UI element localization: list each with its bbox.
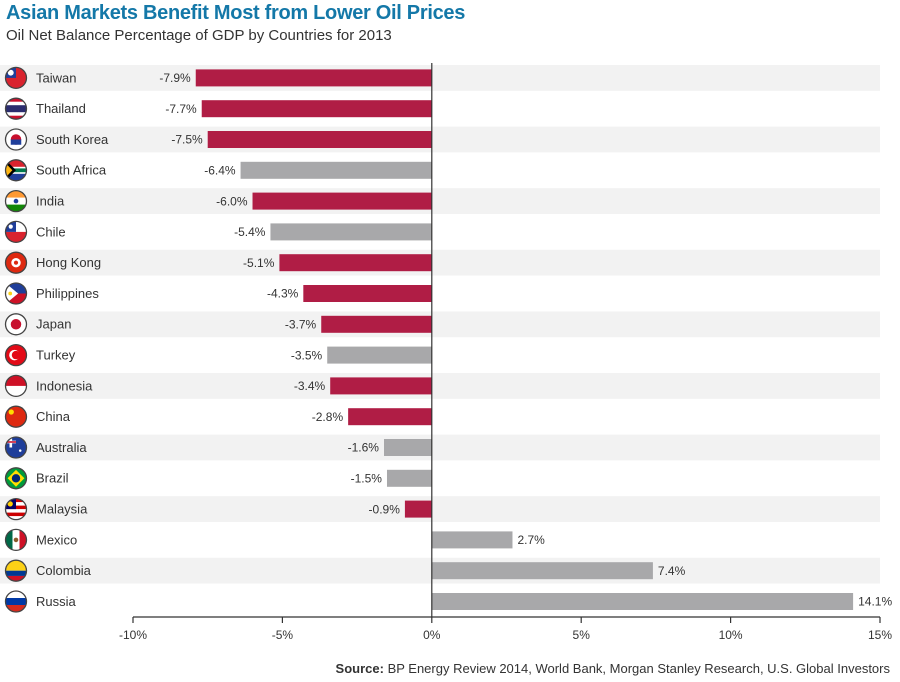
row-stripe [0, 249, 880, 276]
value-label: 14.1% [858, 595, 892, 609]
hong-kong-flag-icon [4, 251, 28, 274]
thailand-flag-icon [4, 97, 28, 120]
south-korea-flag-icon [4, 128, 28, 151]
india-flag-icon [4, 189, 28, 213]
category-label: Colombia [36, 563, 92, 578]
category-label: Australia [36, 440, 87, 455]
russia-flag-icon [4, 590, 28, 613]
value-label: -3.5% [291, 348, 323, 362]
china-flag-icon [4, 405, 28, 428]
south-africa-flag-icon [4, 159, 28, 182]
mexico-flag-icon [4, 528, 28, 552]
bar-chile [270, 223, 432, 241]
bar-turkey [327, 346, 432, 364]
x-tick-label: -10% [119, 628, 147, 642]
bar-russia [431, 593, 854, 610]
x-tick-label: 15% [868, 628, 892, 642]
bar-philippines [303, 285, 432, 302]
row-stripe [0, 496, 880, 522]
value-label: -4.3% [267, 287, 299, 301]
indonesia-flag-icon [4, 374, 28, 398]
bar-south-korea [207, 131, 432, 148]
category-label: Mexico [36, 532, 77, 547]
value-label: -5.4% [234, 225, 266, 239]
x-tick-label: -5% [272, 628, 294, 642]
row-stripe [0, 188, 880, 214]
category-label: Taiwan [36, 70, 76, 85]
value-label: -6.0% [216, 194, 248, 208]
turkey-flag-icon [4, 343, 28, 367]
bar-malaysia [404, 500, 432, 518]
taiwan-flag-icon [4, 66, 28, 90]
value-label: 7.4% [658, 564, 686, 578]
category-label: South Africa [36, 163, 107, 178]
chart-subtitle: Oil Net Balance Percentage of GDP by Cou… [6, 27, 392, 44]
philippines-flag-icon [4, 282, 28, 305]
bar-australia [383, 439, 432, 456]
bar-china [348, 408, 432, 426]
row-stripe [0, 434, 880, 461]
chile-flag-icon [4, 220, 28, 244]
x-tick-label: 10% [719, 628, 743, 642]
category-label: China [36, 409, 71, 424]
japan-flag-icon [4, 313, 28, 336]
category-label: Russia [36, 594, 77, 609]
value-label: -1.5% [351, 471, 383, 485]
value-label: -2.8% [312, 410, 344, 424]
bar-mexico [431, 531, 513, 549]
bar-south-africa [240, 161, 432, 179]
value-label: -7.5% [171, 133, 203, 147]
value-label: -7.7% [165, 102, 197, 116]
value-label: -6.4% [204, 163, 236, 177]
bar-taiwan [195, 69, 432, 87]
value-label: -3.7% [285, 317, 317, 331]
row-stripe [0, 126, 880, 153]
value-label: 2.7% [517, 533, 545, 547]
malaysia-flag-icon [4, 497, 28, 521]
category-label: Philippines [36, 286, 99, 301]
value-label: -7.9% [159, 71, 191, 85]
category-label: Chile [36, 224, 66, 239]
row-stripe [0, 373, 880, 399]
chart-title: Asian Markets Benefit Most from Lower Oi… [6, 2, 466, 24]
value-label: -3.4% [294, 379, 326, 393]
brazil-flag-icon [4, 467, 28, 490]
bar-india [252, 192, 432, 210]
bar-brazil [386, 469, 432, 487]
x-tick-label: 5% [573, 628, 591, 642]
category-label: Malaysia [36, 502, 88, 517]
value-label: -0.9% [369, 502, 401, 516]
category-label: Hong Kong [36, 255, 101, 270]
category-label: Turkey [36, 348, 76, 363]
australia-flag-icon [4, 436, 28, 459]
bar-thailand [201, 100, 432, 118]
category-label: Indonesia [36, 378, 93, 393]
bar-japan [321, 315, 432, 333]
category-label: South Korea [36, 132, 109, 147]
colombia-flag-icon [4, 559, 28, 582]
source-text: BP Energy Review 2014, World Bank, Morga… [387, 661, 890, 676]
value-label: -5.1% [243, 256, 275, 270]
category-label: Japan [36, 317, 71, 332]
bar-colombia [431, 562, 653, 580]
bar-hong-kong [279, 254, 432, 272]
source-label: Source: [335, 661, 384, 676]
category-label: India [36, 194, 65, 209]
category-label: Thailand [36, 101, 86, 116]
category-label: Brazil [36, 471, 69, 486]
source-note: Source: BP Energy Review 2014, World Ban… [336, 661, 890, 676]
row-stripe [0, 65, 880, 91]
row-stripe [0, 311, 880, 338]
x-tick-label: 0% [423, 628, 441, 642]
value-label: -1.6% [348, 441, 380, 455]
bar-indonesia [330, 377, 432, 395]
